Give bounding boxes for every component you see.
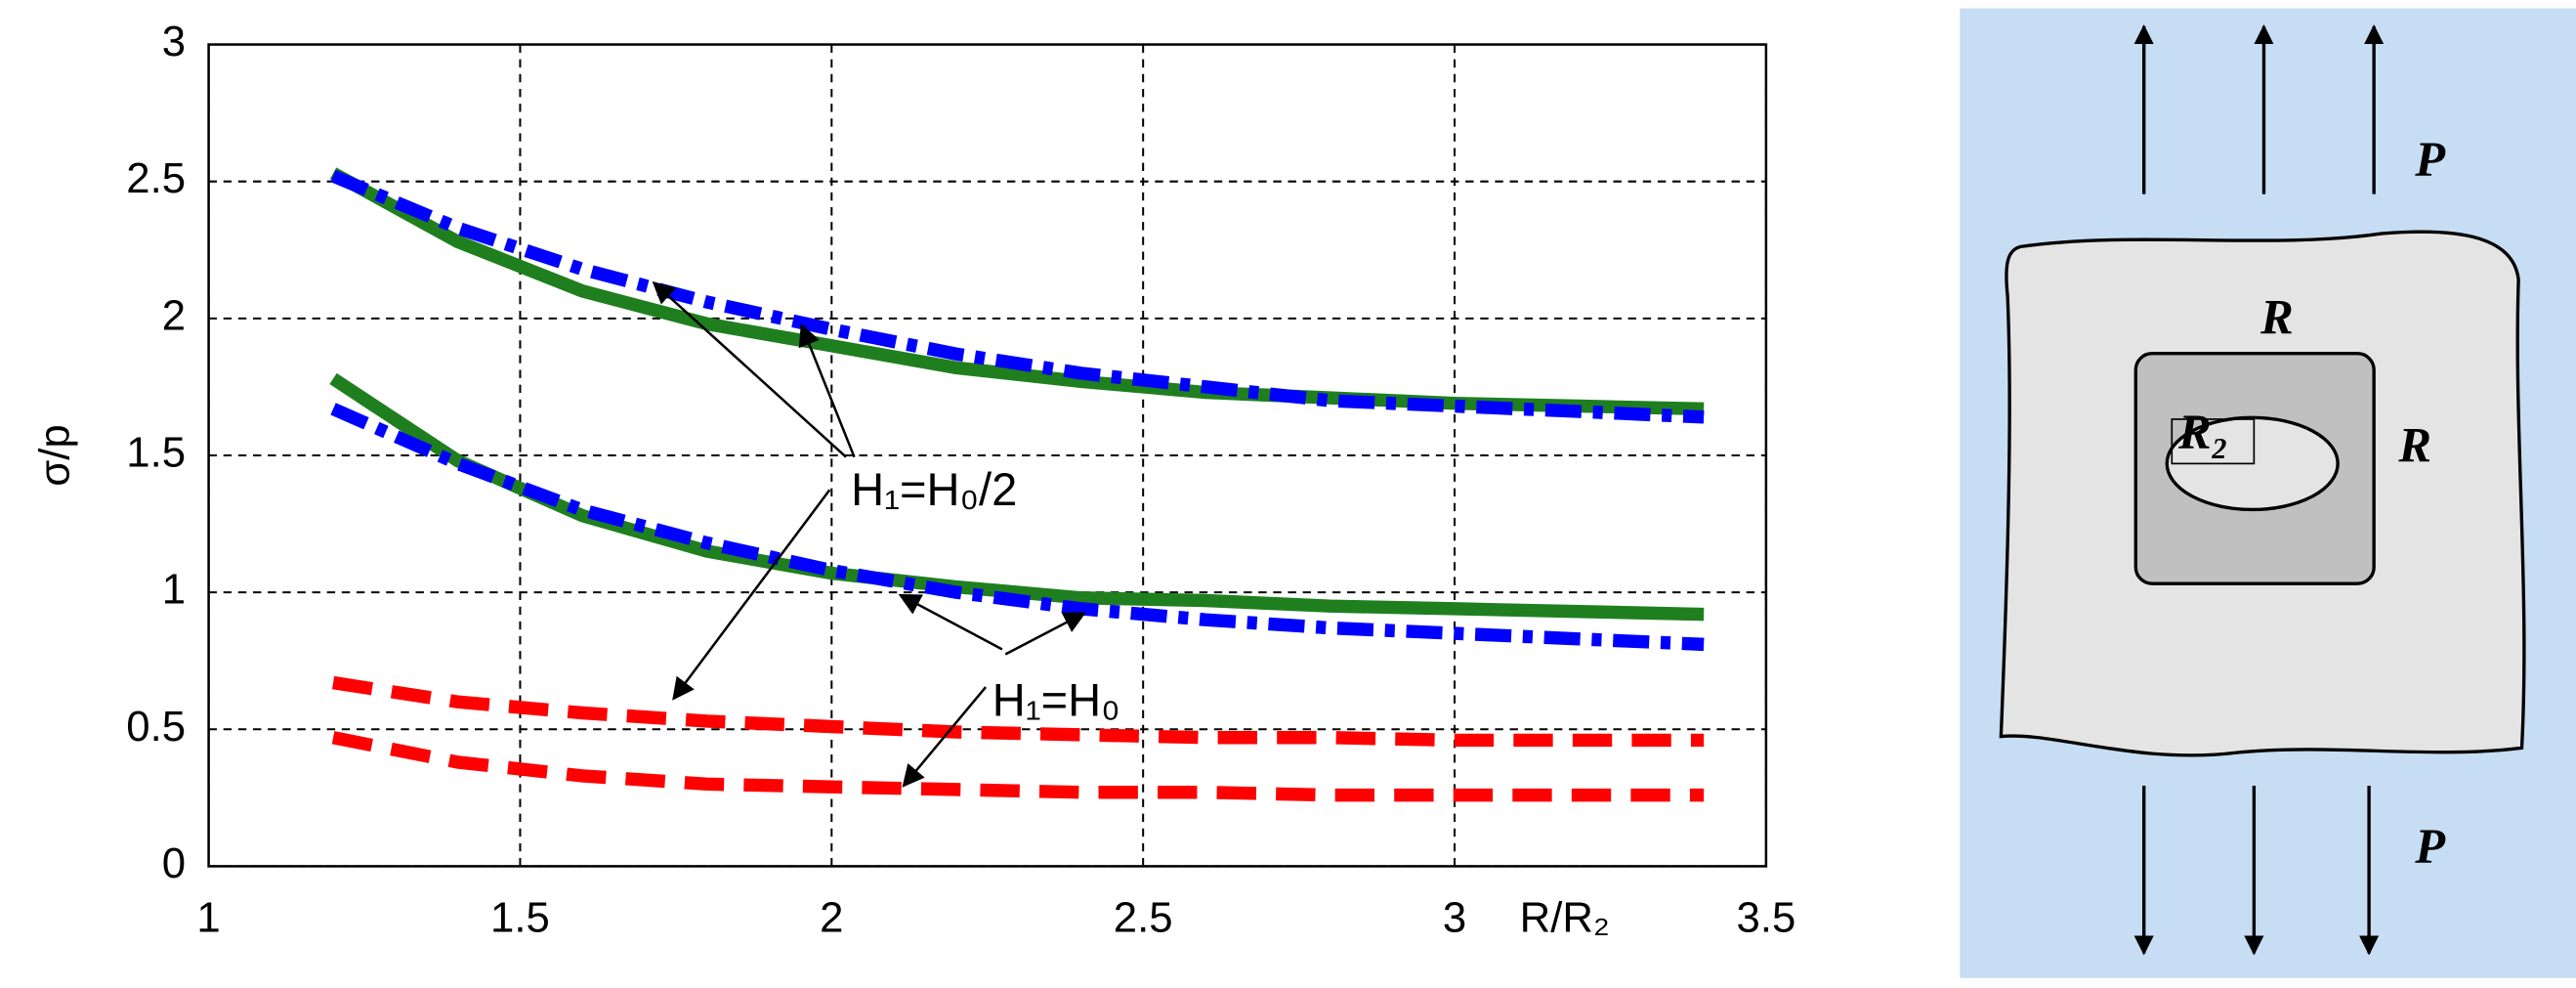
radius-marker bbox=[2171, 418, 2256, 465]
plot: 0 0.5 1 1.5 2 2.5 3 1 1.5 2 2.5 3 3.5 bbox=[126, 18, 1795, 941]
diagram: P P R R R₂ bbox=[1960, 8, 2576, 978]
y-axis-label: σ/p bbox=[30, 424, 78, 486]
plot-frame bbox=[207, 43, 1768, 868]
arrow bbox=[798, 323, 856, 458]
x-axis-label: R/R₂ bbox=[1520, 893, 1610, 941]
y-tick-label: 1.5 bbox=[126, 429, 186, 477]
y-tick-label: 0.5 bbox=[126, 703, 186, 751]
annotation: H₁=H₀ bbox=[992, 673, 1120, 725]
x-tick-label: 3.5 bbox=[1737, 893, 1796, 941]
series-line bbox=[329, 167, 1705, 416]
load-arrows bbox=[2133, 24, 2385, 956]
annotation: H₁=H₀/2 bbox=[851, 463, 1017, 515]
series-line bbox=[332, 675, 1705, 748]
series-line bbox=[329, 372, 1705, 622]
arrow bbox=[902, 686, 988, 788]
arrow bbox=[1004, 612, 1086, 656]
arrow bbox=[652, 280, 847, 458]
arrow bbox=[672, 489, 831, 701]
y-tick-label: 2 bbox=[162, 291, 186, 339]
series-line bbox=[330, 169, 1705, 424]
dimension-label: R bbox=[2259, 289, 2294, 344]
y-tick-label: 0 bbox=[162, 839, 186, 887]
dimension-label: R bbox=[2397, 418, 2431, 473]
series-line bbox=[330, 403, 1705, 652]
x-tick-label: 2 bbox=[820, 893, 843, 941]
annotation-arrows bbox=[652, 280, 1086, 788]
y-tick-label: 2.5 bbox=[126, 154, 186, 202]
load-label: P bbox=[2414, 819, 2446, 874]
x-tick-label: 1 bbox=[196, 893, 220, 941]
dimension-label: R₂ bbox=[2177, 405, 2228, 459]
x-tick-label: 2.5 bbox=[1114, 893, 1173, 941]
arrow bbox=[898, 593, 1003, 651]
y-tick-label: 3 bbox=[162, 18, 186, 65]
x-tick-label: 3 bbox=[1443, 893, 1466, 941]
load-label: P bbox=[2414, 132, 2446, 187]
y-tick-label: 1 bbox=[162, 566, 186, 614]
series-line bbox=[331, 731, 1705, 802]
x-tick-label: 1.5 bbox=[490, 893, 550, 941]
